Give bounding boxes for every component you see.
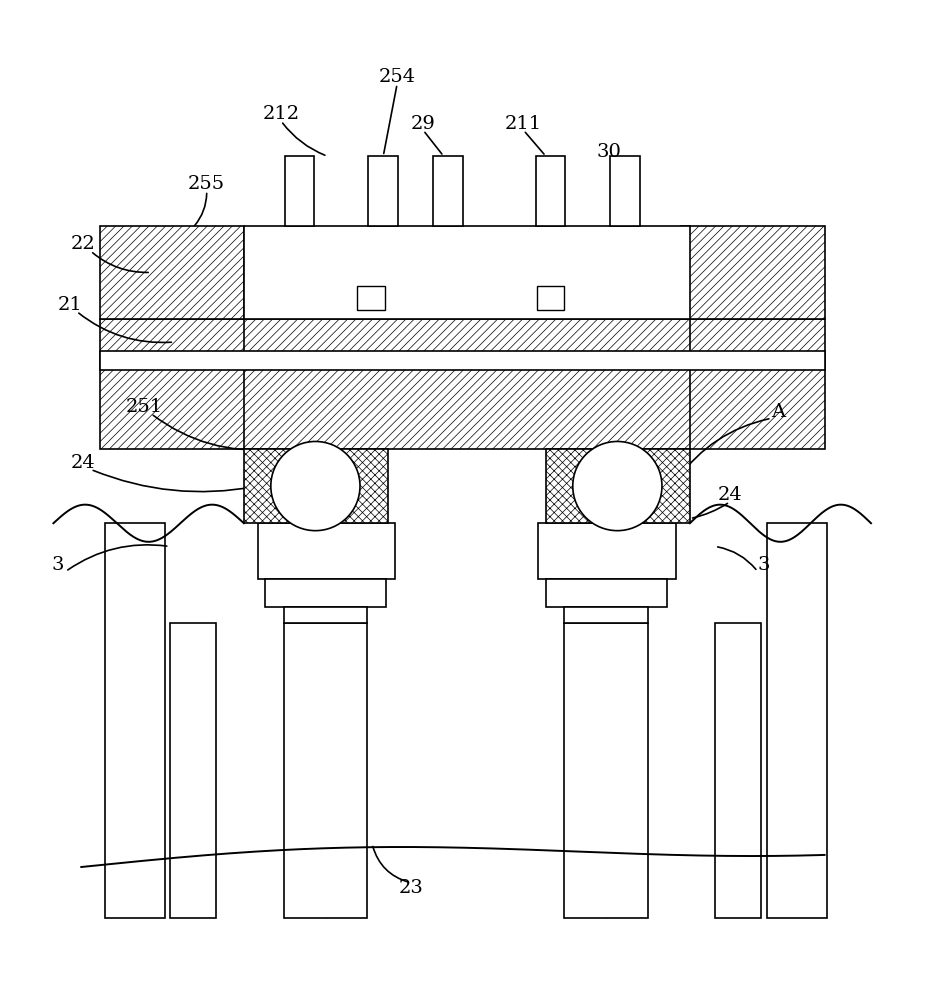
Bar xyxy=(257,523,395,579)
Text: 212: 212 xyxy=(262,105,300,123)
Text: 24: 24 xyxy=(71,454,95,472)
Bar xyxy=(434,156,463,226)
Bar xyxy=(105,523,165,918)
Bar xyxy=(244,226,690,319)
Bar xyxy=(546,449,690,523)
Bar xyxy=(284,607,368,623)
Text: 22: 22 xyxy=(71,235,95,253)
Bar xyxy=(100,226,244,319)
Bar xyxy=(100,351,824,370)
Text: 3: 3 xyxy=(52,556,64,574)
Text: 251: 251 xyxy=(125,398,163,416)
Bar xyxy=(565,607,648,623)
Bar xyxy=(546,579,667,607)
Bar xyxy=(284,623,368,918)
Text: 24: 24 xyxy=(718,486,742,504)
Bar xyxy=(170,623,216,918)
Bar xyxy=(592,319,824,449)
Text: 3: 3 xyxy=(758,556,770,574)
Text: A: A xyxy=(771,403,786,421)
Circle shape xyxy=(572,441,662,531)
Bar xyxy=(357,286,385,310)
Circle shape xyxy=(271,441,360,531)
Bar xyxy=(715,623,761,918)
Bar xyxy=(244,449,388,523)
Text: 254: 254 xyxy=(378,68,416,86)
Bar xyxy=(369,156,398,226)
Text: 23: 23 xyxy=(399,879,423,897)
Bar xyxy=(565,623,648,918)
Text: 30: 30 xyxy=(597,143,621,161)
Bar xyxy=(285,156,314,226)
Bar xyxy=(265,579,386,607)
Text: 255: 255 xyxy=(189,175,225,193)
Bar xyxy=(767,523,827,918)
Text: 21: 21 xyxy=(58,296,82,314)
Bar xyxy=(537,286,565,310)
Bar xyxy=(100,319,332,449)
Bar xyxy=(538,523,676,579)
Bar xyxy=(536,156,566,226)
Bar xyxy=(244,319,690,449)
Text: 29: 29 xyxy=(411,115,436,133)
Bar xyxy=(681,226,824,319)
Bar xyxy=(610,156,639,226)
Text: 211: 211 xyxy=(505,115,542,133)
